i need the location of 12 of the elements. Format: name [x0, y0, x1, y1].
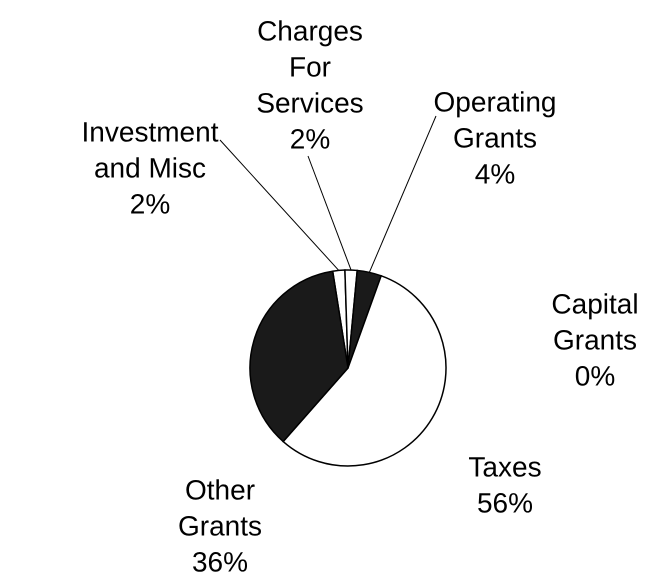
text: 0% [574, 360, 616, 392]
slice-label: Operating Grants [434, 86, 556, 154]
data-label: 2% [290, 123, 330, 154]
category-label: Capital Grants [551, 288, 639, 356]
data-label: 2% [130, 188, 170, 220]
slice-label: Taxes [468, 451, 542, 482]
slice-label: Charges For Services [256, 15, 364, 118]
slice-label: Investment and Misc [82, 116, 219, 184]
data-label: 56% [476, 487, 534, 518]
data-label: 4% [474, 158, 516, 190]
data-label: 36% [192, 546, 248, 578]
slice-label: Other Grants [178, 474, 262, 542]
